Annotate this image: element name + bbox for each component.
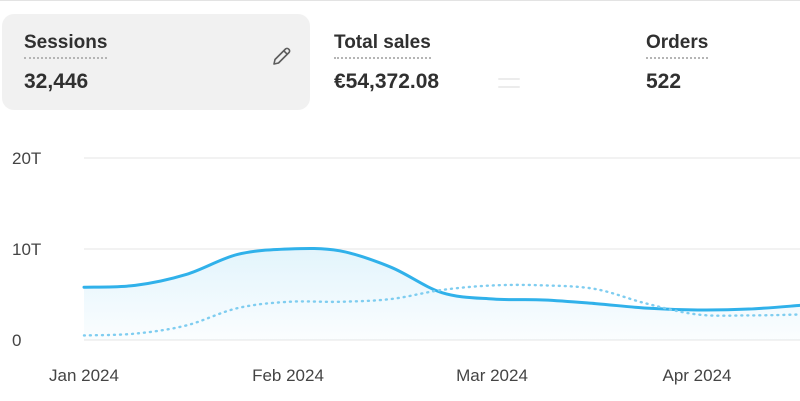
- y-tick-label: 0: [12, 331, 21, 350]
- metric-title: Orders: [646, 32, 709, 59]
- metric-card-orders[interactable]: Orders 522: [624, 14, 800, 110]
- metric-card-sessions[interactable]: Sessions 32,446: [2, 14, 310, 110]
- faint-placeholder-line: [498, 86, 520, 88]
- series-area: [84, 248, 800, 340]
- x-tick-label: Jan 2024: [49, 366, 119, 385]
- metric-title: Total sales: [334, 32, 431, 59]
- metric-title: Sessions: [24, 32, 108, 59]
- comparison-series-line: [82, 283, 800, 337]
- x-tick-label: Apr 2024: [663, 366, 732, 385]
- x-tick-label: Feb 2024: [252, 366, 324, 385]
- top-divider: [0, 0, 800, 1]
- sessions-line-chart: 20T 10T 0 Jan 2024 Feb 2024 Mar 2024 Apr 2024: [12, 149, 800, 385]
- x-tick-label: Mar 2024: [456, 366, 528, 385]
- y-tick-label: 20T: [12, 149, 41, 168]
- metric-card-total-sales[interactable]: Total sales €54,372.08: [312, 14, 612, 110]
- metric-value: €54,372.08: [334, 70, 440, 93]
- metric-value: 522: [646, 70, 682, 93]
- pencil-icon[interactable]: [270, 44, 294, 68]
- y-tick-label: 10T: [12, 240, 41, 259]
- faint-placeholder-line: [498, 78, 520, 80]
- primary-series-line: [82, 247, 800, 312]
- metric-value: 32,446: [24, 70, 89, 93]
